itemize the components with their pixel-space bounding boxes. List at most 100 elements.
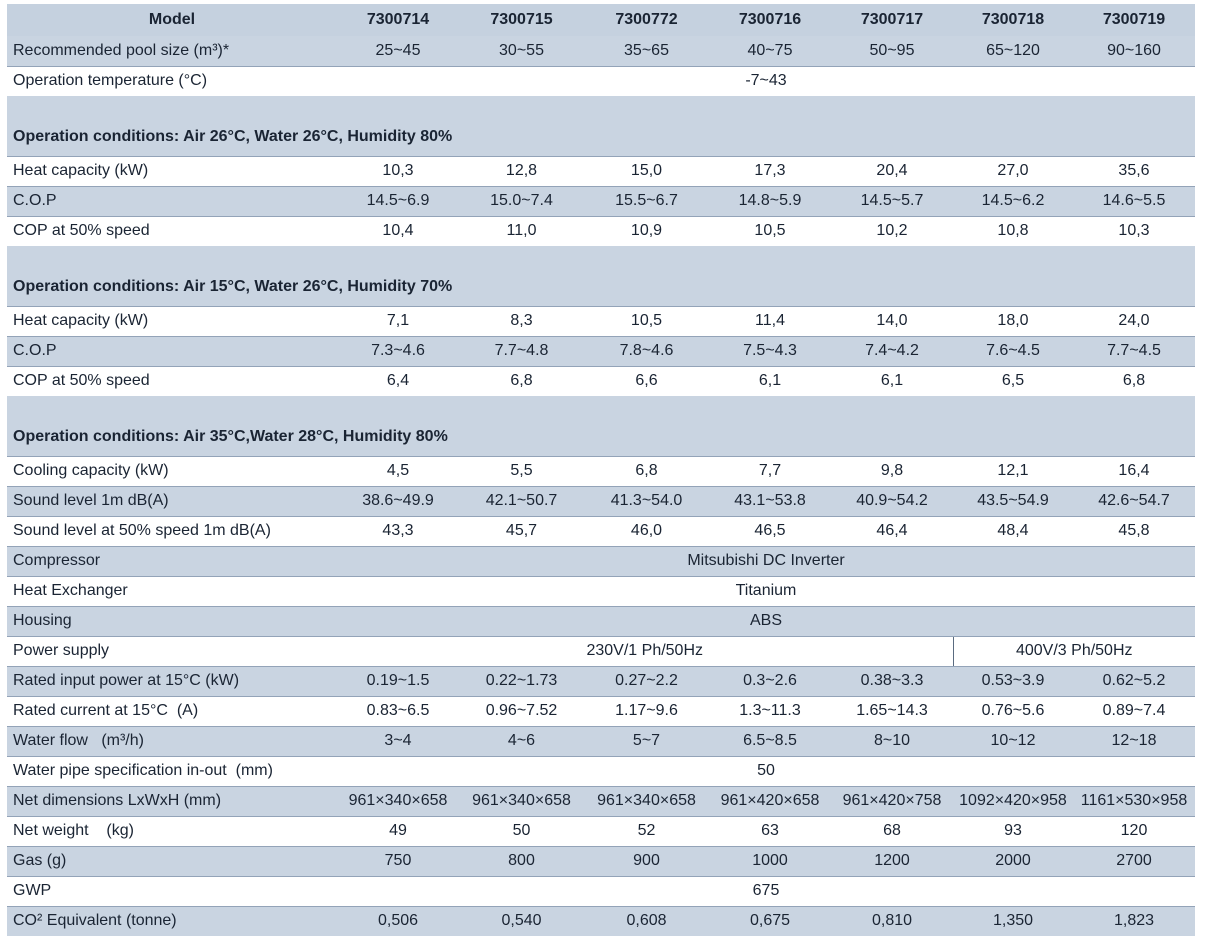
table-row: Gas (g) 750 800 900 1000 1200 2000 2700 xyxy=(7,846,1195,877)
cell-value: 1,823 xyxy=(1073,906,1195,936)
table-row: CO² Equivalent (tonne) 0,506 0,540 0,608… xyxy=(7,906,1195,936)
cell-value: 43.1~53.8 xyxy=(709,486,831,517)
cell-value: 1,350 xyxy=(953,906,1073,936)
cell-value: 93 xyxy=(953,816,1073,847)
cell-value: 25~45 xyxy=(337,36,459,67)
cell-value: 7,1 xyxy=(337,306,459,337)
cell-value: 0.53~3.9 xyxy=(953,666,1073,697)
cell-value: 10,3 xyxy=(1118,222,1150,240)
cell-value: 5~7 xyxy=(584,726,709,757)
cell-value: 0.76~5.6 xyxy=(953,696,1073,727)
cell-value: 961×420×758 xyxy=(831,786,953,817)
row-label: Gas (g) xyxy=(7,846,337,877)
cell-value: 68 xyxy=(831,816,953,847)
cell-value: 14.5~6.2 xyxy=(953,186,1073,217)
section-title: Operation conditions: Air 35°C,Water 28°… xyxy=(7,396,1195,457)
cell-value: 7.5~4.3 xyxy=(709,336,831,367)
cell-value: 6,1 xyxy=(758,372,782,390)
cell-value: 4~6 xyxy=(459,726,584,757)
cell-value: 0.62~5.2 xyxy=(1073,666,1195,697)
cell-value: 6,5 xyxy=(1001,372,1025,390)
cell-value: 675 xyxy=(337,876,1195,907)
cell-value: 20,4 xyxy=(831,156,953,187)
cell-value: 30~55 xyxy=(459,36,584,67)
row-label: Operation temperature (°C) xyxy=(13,72,208,90)
cell-value: 10,3 xyxy=(337,156,459,187)
cell-value: 7.6~4.5 xyxy=(953,336,1073,367)
cell-value: 0,540 xyxy=(459,906,584,936)
table-row: Heat Exchanger Titanium xyxy=(7,576,1195,607)
cell-value: 6,6 xyxy=(635,372,658,390)
cell-value: 10,9 xyxy=(630,222,663,240)
cell-value: 1200 xyxy=(831,846,953,877)
row-label: Heat capacity (kW) xyxy=(7,156,337,187)
row-label: Recommended pool size (m³)* xyxy=(7,36,337,67)
row-label: Net dimensions LxWxH (mm) xyxy=(7,786,337,817)
cell-value: 41.3~54.0 xyxy=(584,486,709,517)
table-row: Rated input power at 15°C (kW) 0.19~1.5 … xyxy=(7,666,1195,697)
table-row: Sound level 1m dB(A) 38.6~49.9 42.1~50.7… xyxy=(7,486,1195,517)
table-row: Net dimensions LxWxH (mm) 961×340×658 96… xyxy=(7,786,1195,817)
table-row: Cooling capacity (kW) 4,5 5,5 6,8 7,7 9,… xyxy=(7,456,1195,487)
table-row: Heat capacity (kW) 10,3 12,8 15,0 17,3 2… xyxy=(7,156,1195,187)
row-label: GWP xyxy=(7,876,337,907)
cell-value: 0.22~1.73 xyxy=(459,666,584,697)
cell-value: 46,5 xyxy=(709,516,831,547)
cell-value: 6,1 xyxy=(880,372,904,390)
cell-value: 27,0 xyxy=(953,156,1073,187)
cell-value: 10,8 xyxy=(997,222,1029,240)
model-header: Model xyxy=(7,4,337,36)
cell-value: 0.3~2.6 xyxy=(709,666,831,697)
cell-value: 17,3 xyxy=(709,156,831,187)
row-label: Net weight (kg) xyxy=(7,816,337,847)
model-number: 7300714 xyxy=(337,4,459,36)
cell-value: 7.8~4.6 xyxy=(584,336,709,367)
cell-value: 2700 xyxy=(1073,846,1195,877)
cell-value: 0,810 xyxy=(831,906,953,936)
cell-value: 11,4 xyxy=(709,306,831,337)
cell-value: 45,8 xyxy=(1073,516,1195,547)
cell-value: 900 xyxy=(584,846,709,877)
table-row: Heat capacity (kW) 7,1 8,3 10,5 11,4 14,… xyxy=(7,306,1195,337)
cell-value: 15.0~7.4 xyxy=(459,186,584,217)
cell-value: 230V/1 Ph/50Hz xyxy=(337,636,953,667)
row-label: Power supply xyxy=(7,636,337,667)
cell-value: 750 xyxy=(337,846,459,877)
cell-value: 3~4 xyxy=(337,726,459,757)
cell-value: Mitsubishi DC Inverter xyxy=(337,546,1195,577)
table-row: C.O.P 14.5~6.9 15.0~7.4 15.5~6.7 14.8~5.… xyxy=(7,186,1195,217)
cell-value: 8~10 xyxy=(831,726,953,757)
row-label: Water pipe specification in-out (mm) xyxy=(7,756,337,787)
cell-value: 961×340×658 xyxy=(584,786,709,817)
cell-value: 0,608 xyxy=(584,906,709,936)
cell-value: 1092×420×958 xyxy=(953,786,1073,817)
cell-value: 14,0 xyxy=(831,306,953,337)
row-label: Housing xyxy=(7,606,337,637)
model-number: 7300716 xyxy=(709,4,831,36)
model-number: 7300718 xyxy=(953,4,1073,36)
cell-value: 49 xyxy=(337,816,459,847)
cell-value: 14.6~5.5 xyxy=(1073,186,1195,217)
cell-value: 10,5 xyxy=(754,222,786,240)
cell-value: ABS xyxy=(337,606,1195,637)
cell-value: 40.9~54.2 xyxy=(831,486,953,517)
cell-value: 6.5~8.5 xyxy=(709,726,831,757)
cell-value: 0.38~3.3 xyxy=(831,666,953,697)
row-label: Compressor xyxy=(7,546,337,577)
row-label: Rated input power at 15°C (kW) xyxy=(7,666,337,697)
cell-value: 14.8~5.9 xyxy=(709,186,831,217)
cell-value: 15.5~6.7 xyxy=(584,186,709,217)
row-label: C.O.P xyxy=(7,336,337,367)
cell-value: 1161×530×958 xyxy=(1073,786,1195,817)
cell-value: -7~43 xyxy=(745,72,787,90)
cell-value: 0,675 xyxy=(709,906,831,936)
cell-value: 12,8 xyxy=(459,156,584,187)
cell-value: 46,4 xyxy=(831,516,953,547)
cell-value: 6,8 xyxy=(510,372,533,390)
cell-value: 6,4 xyxy=(386,372,410,390)
table-row: COP at 50% speed 10,4 11,0 10,9 10,5 10,… xyxy=(7,216,1195,246)
table-row: Power supply 230V/1 Ph/50Hz 400V/3 Ph/50… xyxy=(7,636,1195,667)
table-row: Recommended pool size (m³)* 25~45 30~55 … xyxy=(7,36,1195,67)
cell-value: 7.3~4.6 xyxy=(337,336,459,367)
cell-value: 7.7~4.8 xyxy=(459,336,584,367)
